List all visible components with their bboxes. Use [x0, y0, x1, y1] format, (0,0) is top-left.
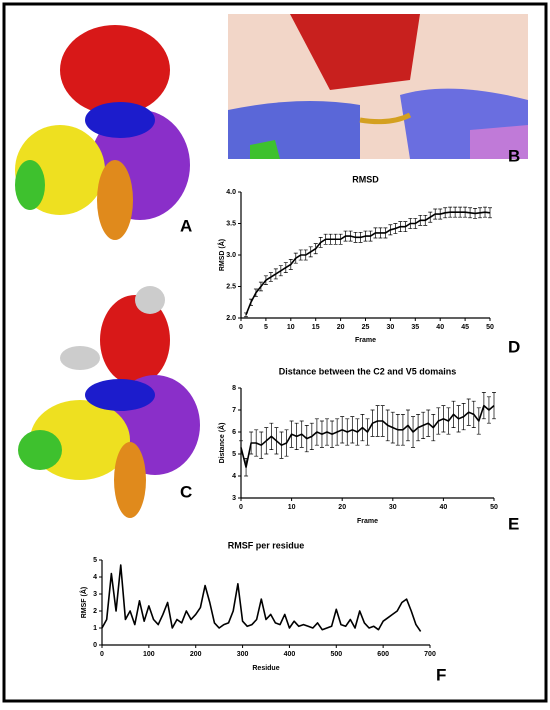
x-tick-label: 100: [143, 651, 155, 658]
x-tick-label: 300: [237, 651, 249, 658]
y-tick-label: 3.0: [226, 252, 236, 259]
surface-blue: [228, 101, 360, 159]
domain-grey: [135, 286, 165, 314]
x-axis-label: Residue: [252, 665, 279, 672]
y-tick-label: 3.5: [226, 220, 236, 227]
panel-label: F: [436, 665, 446, 684]
ribbon-gold: [359, 112, 412, 125]
x-tick-label: 45: [461, 324, 469, 331]
data-line: [240, 404, 495, 468]
panel-label: B: [508, 146, 520, 165]
domain-red: [100, 295, 170, 385]
y-tick-label: 7: [232, 407, 236, 414]
domain-green: [15, 160, 45, 210]
x-axis-label: Frame: [357, 518, 378, 525]
domain-orange: [97, 160, 133, 240]
x-tick-label: 600: [377, 651, 389, 658]
domain-green: [18, 430, 62, 470]
y-tick-label: 2.5: [226, 283, 236, 290]
y-axis-label: RMSF (Å): [79, 587, 88, 619]
x-tick-label: 20: [337, 324, 345, 331]
x-tick-label: 25: [362, 324, 370, 331]
x-tick-label: 35: [411, 324, 419, 331]
panel-label: A: [180, 216, 192, 235]
y-tick-label: 4: [93, 574, 97, 581]
x-axis-label: Frame: [355, 337, 376, 344]
y-tick-label: 2.0: [226, 315, 236, 322]
y-tick-label: 8: [232, 385, 236, 392]
molecule-c: [18, 286, 200, 518]
domain-orange: [114, 442, 146, 518]
y-tick-label: 4.0: [226, 189, 236, 196]
x-tick-label: 10: [287, 324, 295, 331]
x-tick-label: 50: [486, 324, 494, 331]
x-tick-label: 5: [264, 324, 268, 331]
x-tick-label: 40: [440, 504, 448, 511]
panel-label: C: [180, 482, 192, 501]
y-tick-label: 0: [93, 642, 97, 649]
x-tick-label: 400: [284, 651, 296, 658]
y-tick-label: 5: [93, 557, 97, 564]
x-tick-label: 15: [312, 324, 320, 331]
x-tick-label: 500: [330, 651, 342, 658]
domain-grey: [60, 346, 100, 370]
x-tick-label: 50: [490, 504, 498, 511]
chart-title: RMSF per residue: [228, 540, 305, 550]
x-tick-label: 0: [239, 324, 243, 331]
x-tick-label: 40: [436, 324, 444, 331]
x-tick-label: 20: [338, 504, 346, 511]
y-tick-label: 2: [93, 608, 97, 615]
surface-purple: [470, 125, 528, 159]
y-tick-label: 1: [93, 625, 97, 632]
y-tick-label: 5: [232, 451, 236, 458]
domain-blue: [85, 379, 155, 411]
x-tick-label: 30: [387, 324, 395, 331]
molecule-a: [15, 25, 190, 240]
panel-label: D: [508, 337, 520, 356]
y-axis-label: Distance (Å): [217, 423, 226, 464]
panel-label: E: [508, 514, 519, 533]
x-tick-label: 30: [389, 504, 397, 511]
x-tick-label: 700: [424, 651, 436, 658]
x-tick-label: 10: [288, 504, 296, 511]
chart-title: Distance between the C2 and V5 domains: [279, 366, 457, 376]
surface-green: [250, 140, 280, 159]
domain-red: [60, 25, 170, 115]
y-tick-label: 3: [93, 591, 97, 598]
y-tick-label: 3: [232, 495, 236, 502]
ribbon-red: [290, 14, 420, 90]
x-tick-label: 0: [239, 504, 243, 511]
x-tick-label: 0: [100, 651, 104, 658]
data-line: [245, 211, 491, 316]
y-tick-label: 6: [232, 429, 236, 436]
y-tick-label: 4: [232, 473, 236, 480]
domain-blue: [85, 102, 155, 138]
structure-b: [228, 14, 528, 159]
chart-title: RMSD: [352, 174, 379, 184]
data-line: [101, 564, 422, 632]
y-axis-label: RMSD (Å): [217, 239, 226, 271]
x-tick-label: 200: [190, 651, 202, 658]
